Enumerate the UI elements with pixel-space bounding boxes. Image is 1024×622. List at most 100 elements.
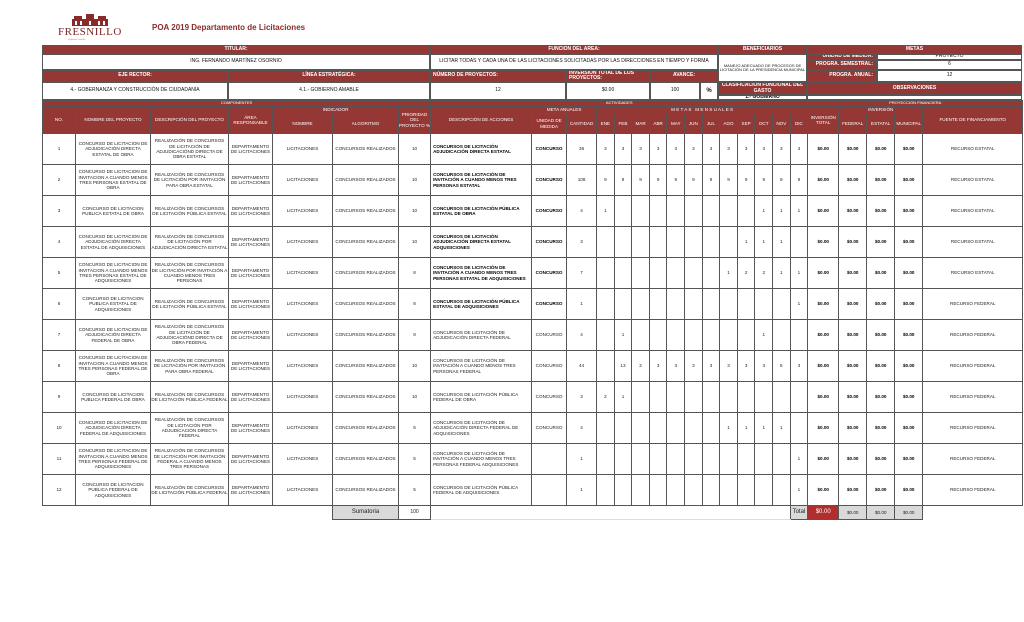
cell-municipal[interactable]: $0.00 bbox=[894, 412, 924, 444]
inversion-total-value[interactable]: $0.00 bbox=[566, 82, 650, 100]
cell-indicador[interactable]: LICITACIONES bbox=[272, 133, 333, 165]
cell-month-feb[interactable]: 3 bbox=[613, 133, 633, 165]
cell-no[interactable]: 4 bbox=[42, 226, 76, 258]
cell-no[interactable]: 11 bbox=[42, 443, 76, 475]
cell-month-dic[interactable]: 1 bbox=[789, 474, 809, 506]
cell-month-mar[interactable] bbox=[631, 381, 650, 413]
titular-value[interactable]: ING. FERNANDO MARTÍNEZ OSORNIO bbox=[42, 54, 430, 70]
cell-month-abr[interactable] bbox=[648, 381, 668, 413]
anual-value[interactable]: 12 bbox=[877, 70, 1022, 82]
cell-month-dic[interactable]: 1 bbox=[789, 443, 809, 475]
cell-month-jun[interactable] bbox=[684, 443, 703, 475]
cell-month-jun[interactable] bbox=[684, 257, 703, 289]
cell-month-jul[interactable] bbox=[701, 319, 721, 351]
cell-month-sep[interactable] bbox=[736, 381, 756, 413]
cell-month-may[interactable]: 3 bbox=[666, 350, 686, 382]
cell-descripcion-proyecto[interactable]: REALIZACIÓN DE CONCURSOS DE LICITACIÓN P… bbox=[150, 350, 229, 382]
cell-month-ago[interactable]: 9 bbox=[719, 164, 738, 196]
cell-cantidad[interactable]: 4 bbox=[566, 319, 598, 351]
cell-month-oct[interactable]: 1 bbox=[754, 412, 774, 444]
cell-indicador[interactable]: LICITACIONES bbox=[272, 257, 333, 289]
cell-month-nov[interactable]: 1 bbox=[772, 257, 791, 289]
cell-month-may[interactable] bbox=[666, 257, 686, 289]
cell-no[interactable]: 10 bbox=[42, 412, 76, 444]
cell-month-jul[interactable]: 9 bbox=[701, 164, 721, 196]
cell-nombre-proyecto[interactable]: CONCURSO DE LICITACION DE INVITACION A C… bbox=[75, 443, 151, 475]
cell-indicador[interactable]: LICITACIONES bbox=[272, 319, 333, 351]
funcion-value[interactable]: LICITAR TODAS Y CADA UNA DE LAS LICITACI… bbox=[430, 54, 718, 70]
cell-month-jun[interactable]: 3 bbox=[684, 133, 703, 165]
cell-month-feb[interactable] bbox=[613, 288, 633, 320]
cell-month-may[interactable] bbox=[666, 381, 686, 413]
cell-month-ago[interactable] bbox=[719, 226, 738, 258]
cell-month-sep[interactable]: 2 bbox=[736, 257, 756, 289]
cell-prioridad[interactable]: 8 bbox=[397, 257, 432, 289]
linea-estrategica-value[interactable]: 4.1.- GOBIERNO AMABLE bbox=[228, 82, 430, 100]
cell-month-oct[interactable] bbox=[754, 381, 774, 413]
cell-nombre-proyecto[interactable]: CONCURSO DE LICITACION PUBLICA ESTATAL D… bbox=[75, 195, 151, 227]
cell-month-oct[interactable]: 2 bbox=[754, 257, 774, 289]
cell-month-dic[interactable] bbox=[789, 319, 809, 351]
cell-fuente[interactable]: RECURSO FEDERAL bbox=[922, 319, 1024, 351]
cell-month-feb[interactable]: 1 bbox=[613, 319, 633, 351]
cell-estatal[interactable]: $0.00 bbox=[866, 474, 896, 506]
cell-acciones[interactable]: CONCURSOS DE LICITACIÓN DE INVITACIÓN A … bbox=[430, 443, 533, 475]
cell-month-ago[interactable] bbox=[719, 319, 738, 351]
cell-federal[interactable]: $0.00 bbox=[838, 164, 868, 196]
cell-indicador[interactable]: LICITACIONES bbox=[272, 226, 333, 258]
cell-month-jul[interactable] bbox=[701, 412, 721, 444]
cell-month-abr[interactable]: 3 bbox=[648, 350, 668, 382]
cell-unidad[interactable]: CONCURSO bbox=[531, 257, 568, 289]
cell-unidad[interactable]: CONCURSO bbox=[531, 319, 568, 351]
cell-month-may[interactable] bbox=[666, 226, 686, 258]
cell-acciones[interactable]: CONCURSOS DE LICITACIÓN DE INVITACIÓN A … bbox=[430, 257, 533, 289]
cell-descripcion-proyecto[interactable]: REALIZACIÓN DE CONCURSOS DE LICITACIÓN P… bbox=[150, 226, 229, 258]
cell-federal[interactable]: $0.00 bbox=[838, 412, 868, 444]
cell-algoritmo[interactable]: CONCURSOS REALIZADOS bbox=[332, 443, 399, 475]
cell-month-jul[interactable] bbox=[701, 195, 721, 227]
cell-month-abr[interactable] bbox=[648, 288, 668, 320]
cell-algoritmo[interactable]: CONCURSOS REALIZADOS bbox=[332, 474, 399, 506]
cell-month-ene[interactable] bbox=[596, 412, 615, 444]
cell-area[interactable]: DEPARTAMENTO DE LICITACIONES bbox=[228, 412, 273, 444]
cell-inversion-total[interactable]: $0.00 bbox=[807, 319, 840, 351]
cell-nombre-proyecto[interactable]: CONCURSO DE LICITACION PUBLICA ESTATAL D… bbox=[75, 288, 151, 320]
cell-month-feb[interactable] bbox=[613, 257, 633, 289]
cell-estatal[interactable]: $0.00 bbox=[866, 443, 896, 475]
cell-month-ago[interactable]: 3 bbox=[719, 133, 738, 165]
cell-month-nov[interactable]: 1 bbox=[772, 412, 791, 444]
cell-month-feb[interactable] bbox=[613, 412, 633, 444]
cell-no[interactable]: 9 bbox=[42, 381, 76, 413]
cell-month-sep[interactable] bbox=[736, 288, 756, 320]
cell-month-feb[interactable]: 9 bbox=[613, 164, 633, 196]
cell-algoritmo[interactable]: CONCURSOS REALIZADOS bbox=[332, 226, 399, 258]
cell-indicador[interactable]: LICITACIONES bbox=[272, 412, 333, 444]
cell-month-ago[interactable]: 1 bbox=[719, 257, 738, 289]
cell-algoritmo[interactable]: CONCURSOS REALIZADOS bbox=[332, 195, 399, 227]
cell-month-jun[interactable]: 9 bbox=[684, 164, 703, 196]
cell-municipal[interactable]: $0.00 bbox=[894, 288, 924, 320]
cell-month-jun[interactable] bbox=[684, 288, 703, 320]
cell-month-oct[interactable] bbox=[754, 443, 774, 475]
cell-area[interactable]: DEPARTAMENTO DE LICITACIONES bbox=[228, 164, 273, 196]
cell-month-jul[interactable]: 3 bbox=[701, 350, 721, 382]
cell-month-oct[interactable]: 1 bbox=[754, 195, 774, 227]
cell-acciones[interactable]: CONCURSOS DE LICITACIÓN DE INVITACIÓN A … bbox=[430, 350, 533, 382]
cell-prioridad[interactable]: 8 bbox=[397, 319, 432, 351]
cell-month-may[interactable]: 9 bbox=[666, 164, 686, 196]
cell-month-nov[interactable] bbox=[772, 319, 791, 351]
cell-month-sep[interactable] bbox=[736, 474, 756, 506]
cell-algoritmo[interactable]: CONCURSOS REALIZADOS bbox=[332, 133, 399, 165]
cell-estatal[interactable]: $0.00 bbox=[866, 164, 896, 196]
cell-month-oct[interactable]: 1 bbox=[754, 319, 774, 351]
cell-area[interactable]: DEPARTAMENTO DE LICITACIONES bbox=[228, 474, 273, 506]
cell-month-ene[interactable] bbox=[596, 319, 615, 351]
cell-estatal[interactable]: $0.00 bbox=[866, 133, 896, 165]
cell-month-mar[interactable] bbox=[631, 412, 650, 444]
cell-area[interactable]: DEPARTAMENTO DE LICITACIONES bbox=[228, 226, 273, 258]
cell-inversion-total[interactable]: $0.00 bbox=[807, 381, 840, 413]
cell-acciones[interactable]: CONCURSOS DE LICITACIÓN DE ADJUDICACIÓN … bbox=[430, 412, 533, 444]
cell-month-dic[interactable] bbox=[789, 226, 809, 258]
cell-month-may[interactable] bbox=[666, 319, 686, 351]
cell-federal[interactable]: $0.00 bbox=[838, 474, 868, 506]
